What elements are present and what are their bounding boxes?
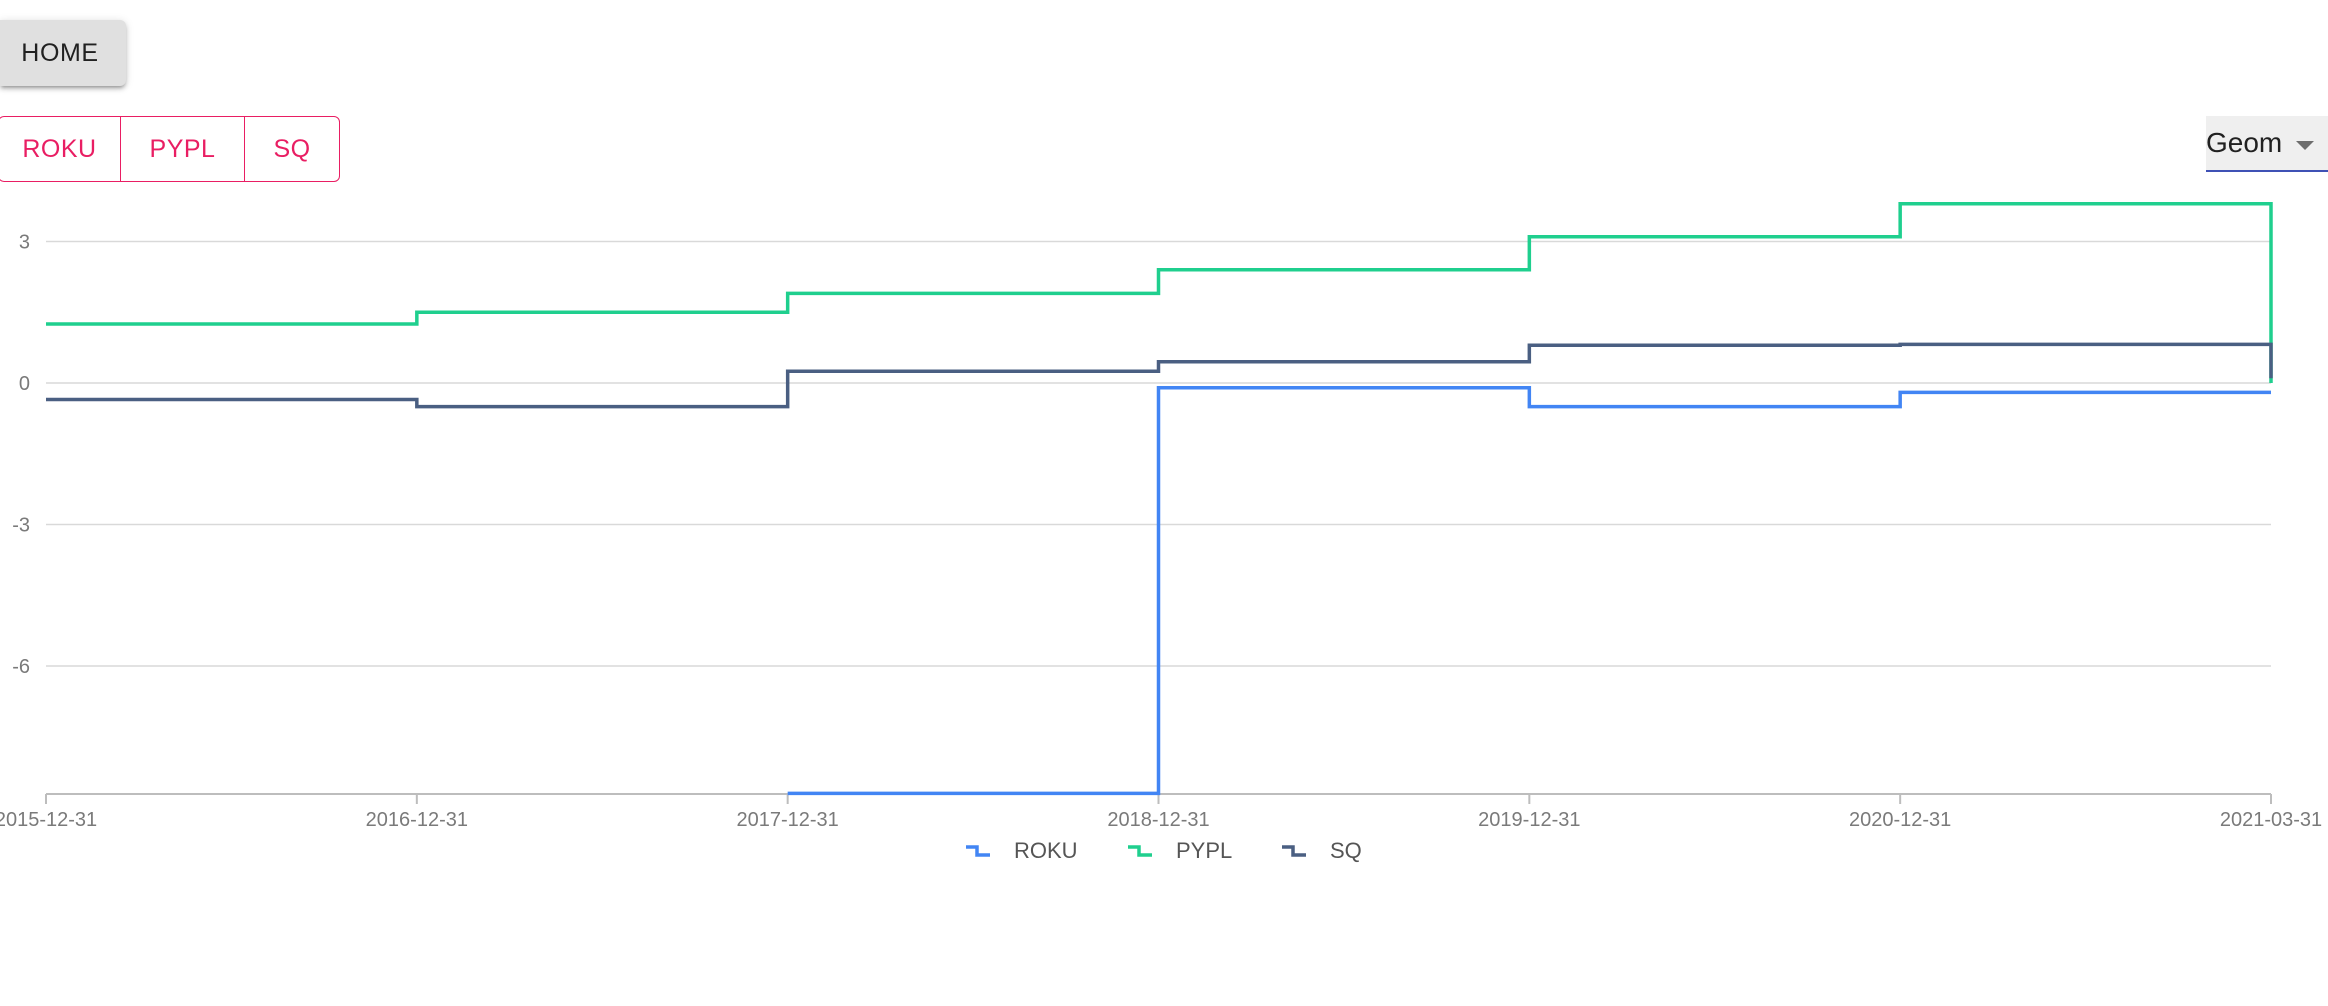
ticker-toggle-group: ROKU PYPL SQ: [0, 116, 340, 182]
series-line-pypl: [46, 202, 2273, 383]
y-tick-label: 3: [19, 231, 30, 253]
home-button[interactable]: HOME: [0, 20, 126, 86]
x-tick-label: 2021-03-31: [2220, 809, 2322, 831]
y-tick-label: 0: [19, 373, 30, 395]
legend-icon-roku: [966, 845, 990, 857]
y-tick-label: -3: [12, 515, 30, 537]
chevron-down-icon: [2296, 140, 2315, 150]
legend-label-sq: SQ: [1330, 838, 1362, 863]
ticker-sq-button[interactable]: SQ: [273, 134, 311, 163]
x-tick-label: 2015-12-31: [0, 809, 97, 831]
mode-select-value: Geom: [2206, 127, 2283, 158]
legend-icon-sq: [1282, 845, 1306, 857]
x-tick-label: 2018-12-31: [1107, 809, 1209, 831]
x-tick-label: 2020-12-31: [1849, 809, 1951, 831]
legend-icon-pypl: [1128, 845, 1152, 857]
legend-label-roku: ROKU: [1014, 838, 1078, 863]
legend-label-pypl: PYPL: [1176, 838, 1232, 863]
x-tick-label: 2016-12-31: [366, 809, 468, 831]
series-line-sq: [46, 342, 2273, 409]
ticker-pypl-button[interactable]: PYPL: [121, 117, 245, 181]
ticker-roku-button[interactable]: ROKU: [0, 117, 121, 181]
mode-select[interactable]: Geom: [2206, 116, 2328, 172]
y-tick-label: -6: [12, 656, 30, 678]
series-line-roku: [787, 385, 2271, 796]
x-tick-label: 2017-12-31: [737, 809, 839, 831]
x-tick-label: 2019-12-31: [1478, 809, 1580, 831]
